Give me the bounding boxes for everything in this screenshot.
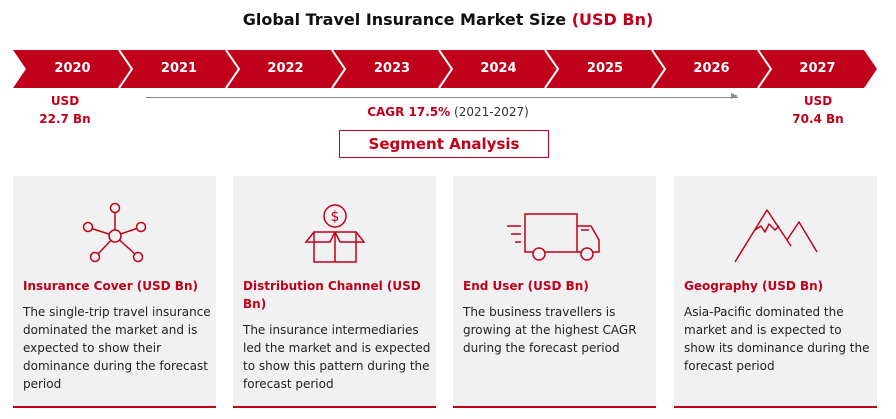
card-body: The insurance intermediaries led the mar…	[243, 323, 431, 391]
svg-text:$: $	[330, 209, 339, 225]
start-market-value: USD 22.7 Bn	[5, 92, 125, 128]
end-amount: 70.4 Bn	[792, 112, 844, 126]
card-title: Distribution Channel (USD Bn)	[243, 279, 421, 311]
card-title: Geography (USD Bn)	[684, 279, 824, 293]
year-2020: 2020	[54, 61, 91, 76]
timeline-arrows	[13, 49, 877, 89]
card-body: The business travellers is growing at th…	[463, 305, 637, 355]
timeline-arrow-2021	[119, 50, 239, 88]
card-title: Insurance Cover (USD Bn)	[23, 279, 198, 293]
year-2022: 2022	[267, 61, 304, 76]
timeline-arrow-2020	[13, 50, 132, 88]
card-geography: Geography (USD Bn) Asia-Pacific dominate…	[674, 176, 877, 408]
page-title: Global Travel Insurance Market Size (USD…	[0, 10, 896, 29]
timeline-arrow-2024	[439, 50, 558, 88]
cagr-text: CAGR 17.5% (2021-2027)	[0, 105, 896, 119]
year-2026: 2026	[693, 61, 730, 76]
year-2027: 2027	[799, 61, 836, 76]
cagr-period: (2021-2027)	[454, 105, 529, 119]
end-currency: USD	[803, 94, 833, 108]
start-currency: USD	[50, 94, 80, 108]
mountain-icon	[733, 209, 818, 263]
card-insurance-cover: Insurance Cover (USD Bn) The single-trip…	[13, 176, 216, 408]
card-distribution-channel: $ Distribution Channel (USD Bn) The insu…	[233, 176, 436, 408]
timeline-arrow-2023	[332, 50, 452, 88]
year-2024: 2024	[480, 61, 517, 76]
money-box-icon: $	[303, 204, 366, 263]
start-amount: 22.7 Bn	[39, 112, 91, 126]
timeline-arrow-2026	[652, 50, 771, 88]
title-unit: (USD Bn)	[571, 10, 654, 29]
card-body: The single-trip travel insurance dominat…	[23, 305, 211, 391]
cagr-arrow-head-icon	[731, 93, 738, 99]
timeline-arrow-2027	[758, 50, 877, 88]
card-title: End User (USD Bn)	[463, 279, 589, 293]
timeline-arrow-2025	[545, 50, 665, 88]
cagr-arrow-line	[146, 97, 738, 98]
card-body: Asia-Pacific dominated the market and is…	[684, 305, 870, 373]
end-market-value: USD 70.4 Bn	[758, 92, 878, 128]
segment-analysis-heading: Segment Analysis	[339, 130, 549, 158]
network-icon	[82, 202, 146, 263]
year-timeline: 2020 2021 2022 2023 2024 2025 2026 2027	[0, 49, 896, 89]
year-2025: 2025	[586, 61, 624, 76]
year-2023: 2023	[373, 61, 411, 76]
cagr-label: CAGR 17.5%	[367, 105, 451, 119]
card-end-user: End User (USD Bn) The business traveller…	[453, 176, 656, 408]
title-main: Global Travel Insurance Market Size	[242, 10, 567, 29]
timeline-arrow-2022	[226, 50, 345, 88]
year-2021: 2021	[160, 61, 198, 76]
delivery-truck-icon	[506, 213, 600, 261]
